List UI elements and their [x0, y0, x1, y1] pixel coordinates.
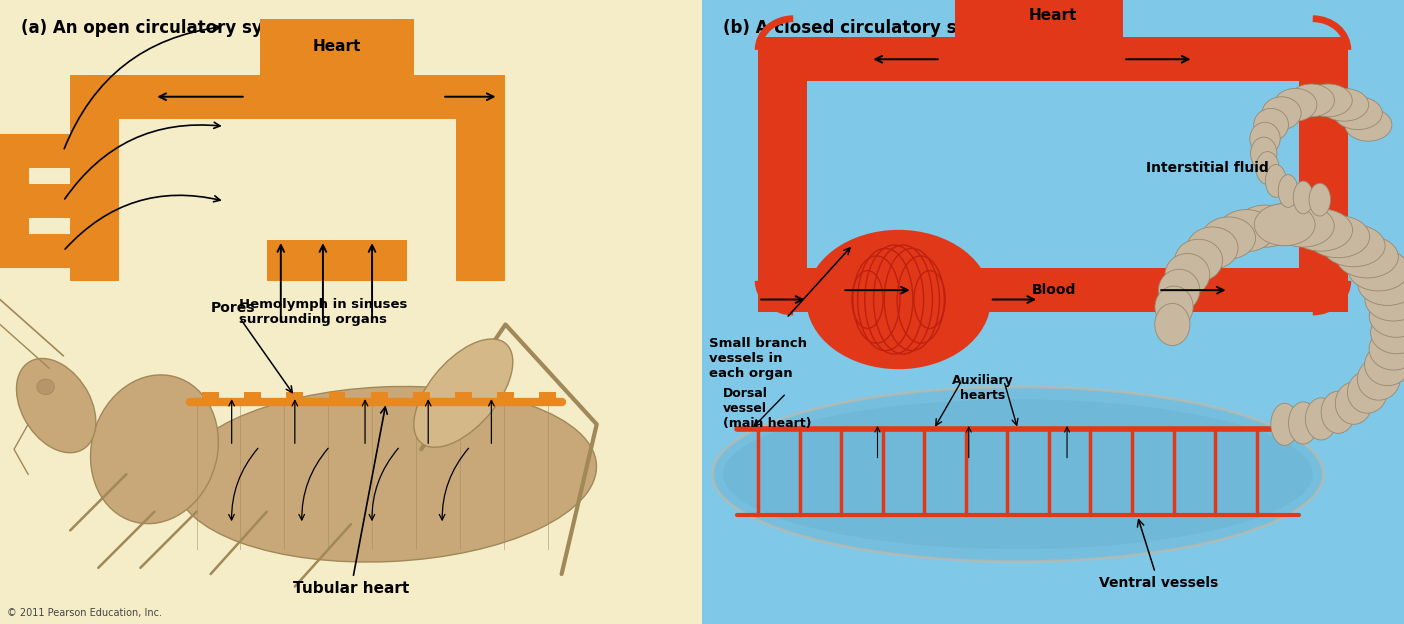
- Ellipse shape: [1278, 175, 1297, 207]
- Bar: [244, 392, 261, 406]
- Bar: [0, 134, 29, 268]
- Text: Ventral vessels: Ventral vessels: [1099, 520, 1217, 590]
- Ellipse shape: [1217, 210, 1275, 251]
- Ellipse shape: [1293, 181, 1313, 214]
- Ellipse shape: [1321, 391, 1355, 433]
- Ellipse shape: [1369, 328, 1404, 370]
- Ellipse shape: [17, 358, 95, 453]
- Ellipse shape: [1335, 383, 1372, 424]
- Bar: [413, 392, 430, 406]
- Ellipse shape: [414, 339, 512, 447]
- Ellipse shape: [1272, 205, 1334, 247]
- Bar: [0, 234, 70, 268]
- Ellipse shape: [1370, 311, 1404, 354]
- Bar: [329, 392, 345, 406]
- Ellipse shape: [1365, 279, 1404, 321]
- Ellipse shape: [90, 375, 219, 524]
- Ellipse shape: [1289, 402, 1318, 444]
- Ellipse shape: [1158, 270, 1200, 311]
- Bar: [371, 392, 388, 406]
- Bar: [0, 134, 70, 168]
- Ellipse shape: [1334, 97, 1383, 130]
- Ellipse shape: [713, 387, 1323, 562]
- Ellipse shape: [1257, 152, 1279, 184]
- Ellipse shape: [1254, 203, 1316, 246]
- Ellipse shape: [1262, 97, 1302, 130]
- Bar: [758, 268, 1348, 312]
- Bar: [455, 392, 472, 406]
- Text: Auxiliary
hearts: Auxiliary hearts: [952, 374, 1014, 402]
- Bar: [955, 0, 1123, 37]
- Ellipse shape: [1289, 84, 1334, 117]
- Ellipse shape: [1271, 403, 1299, 446]
- Ellipse shape: [1273, 89, 1317, 121]
- Ellipse shape: [1202, 217, 1255, 259]
- Bar: [758, 81, 807, 312]
- Ellipse shape: [1175, 239, 1223, 281]
- Text: Heart: Heart: [1029, 8, 1077, 23]
- Ellipse shape: [1304, 84, 1352, 117]
- Text: Dorsal
vessel
(main heart): Dorsal vessel (main heart): [723, 387, 812, 430]
- Bar: [70, 119, 119, 281]
- Ellipse shape: [1251, 137, 1278, 170]
- Ellipse shape: [1306, 398, 1337, 440]
- Ellipse shape: [1365, 344, 1404, 386]
- Bar: [497, 392, 514, 406]
- Bar: [202, 392, 219, 406]
- Text: Small branch
vessels in
each organ: Small branch vessels in each organ: [709, 337, 807, 380]
- Ellipse shape: [1154, 303, 1191, 346]
- Bar: [286, 392, 303, 406]
- Ellipse shape: [1186, 227, 1238, 269]
- Text: © 2011 Pearson Education, Inc.: © 2011 Pearson Education, Inc.: [7, 608, 161, 618]
- Ellipse shape: [807, 231, 990, 368]
- Ellipse shape: [1323, 225, 1386, 266]
- Text: Blood: Blood: [1032, 283, 1077, 297]
- Text: Hemolymph in sinuses
surrounding organs: Hemolymph in sinuses surrounding organs: [239, 298, 407, 326]
- Ellipse shape: [176, 386, 597, 562]
- Ellipse shape: [1236, 205, 1294, 247]
- Ellipse shape: [1320, 89, 1369, 121]
- Ellipse shape: [1358, 263, 1404, 305]
- Ellipse shape: [723, 399, 1313, 549]
- Ellipse shape: [1307, 216, 1370, 258]
- Ellipse shape: [1348, 249, 1404, 291]
- Ellipse shape: [1155, 286, 1193, 328]
- Text: Heart: Heart: [313, 39, 361, 54]
- Bar: [267, 240, 407, 281]
- Ellipse shape: [1290, 209, 1352, 251]
- Ellipse shape: [1254, 203, 1316, 246]
- Ellipse shape: [1348, 371, 1387, 413]
- Ellipse shape: [1369, 295, 1404, 338]
- Ellipse shape: [1345, 109, 1391, 141]
- Text: (b) A closed circulatory system: (b) A closed circulatory system: [723, 19, 1014, 37]
- Text: Interstitial fluid: Interstitial fluid: [1146, 162, 1269, 175]
- Bar: [70, 75, 505, 119]
- Text: (a) An open circulatory system: (a) An open circulatory system: [21, 19, 309, 37]
- Ellipse shape: [1337, 236, 1398, 278]
- Bar: [758, 37, 1348, 81]
- Ellipse shape: [1309, 183, 1331, 216]
- Text: Pores: Pores: [211, 301, 292, 392]
- Bar: [1299, 81, 1348, 312]
- Ellipse shape: [1250, 122, 1280, 155]
- Ellipse shape: [1165, 253, 1210, 296]
- Bar: [260, 19, 414, 75]
- Ellipse shape: [1358, 358, 1400, 400]
- Ellipse shape: [1254, 109, 1289, 141]
- Bar: [456, 119, 505, 281]
- Ellipse shape: [37, 379, 55, 395]
- Ellipse shape: [1265, 165, 1286, 197]
- Bar: [0, 184, 70, 218]
- Bar: [539, 392, 556, 406]
- Text: Tubular heart: Tubular heart: [293, 407, 409, 596]
